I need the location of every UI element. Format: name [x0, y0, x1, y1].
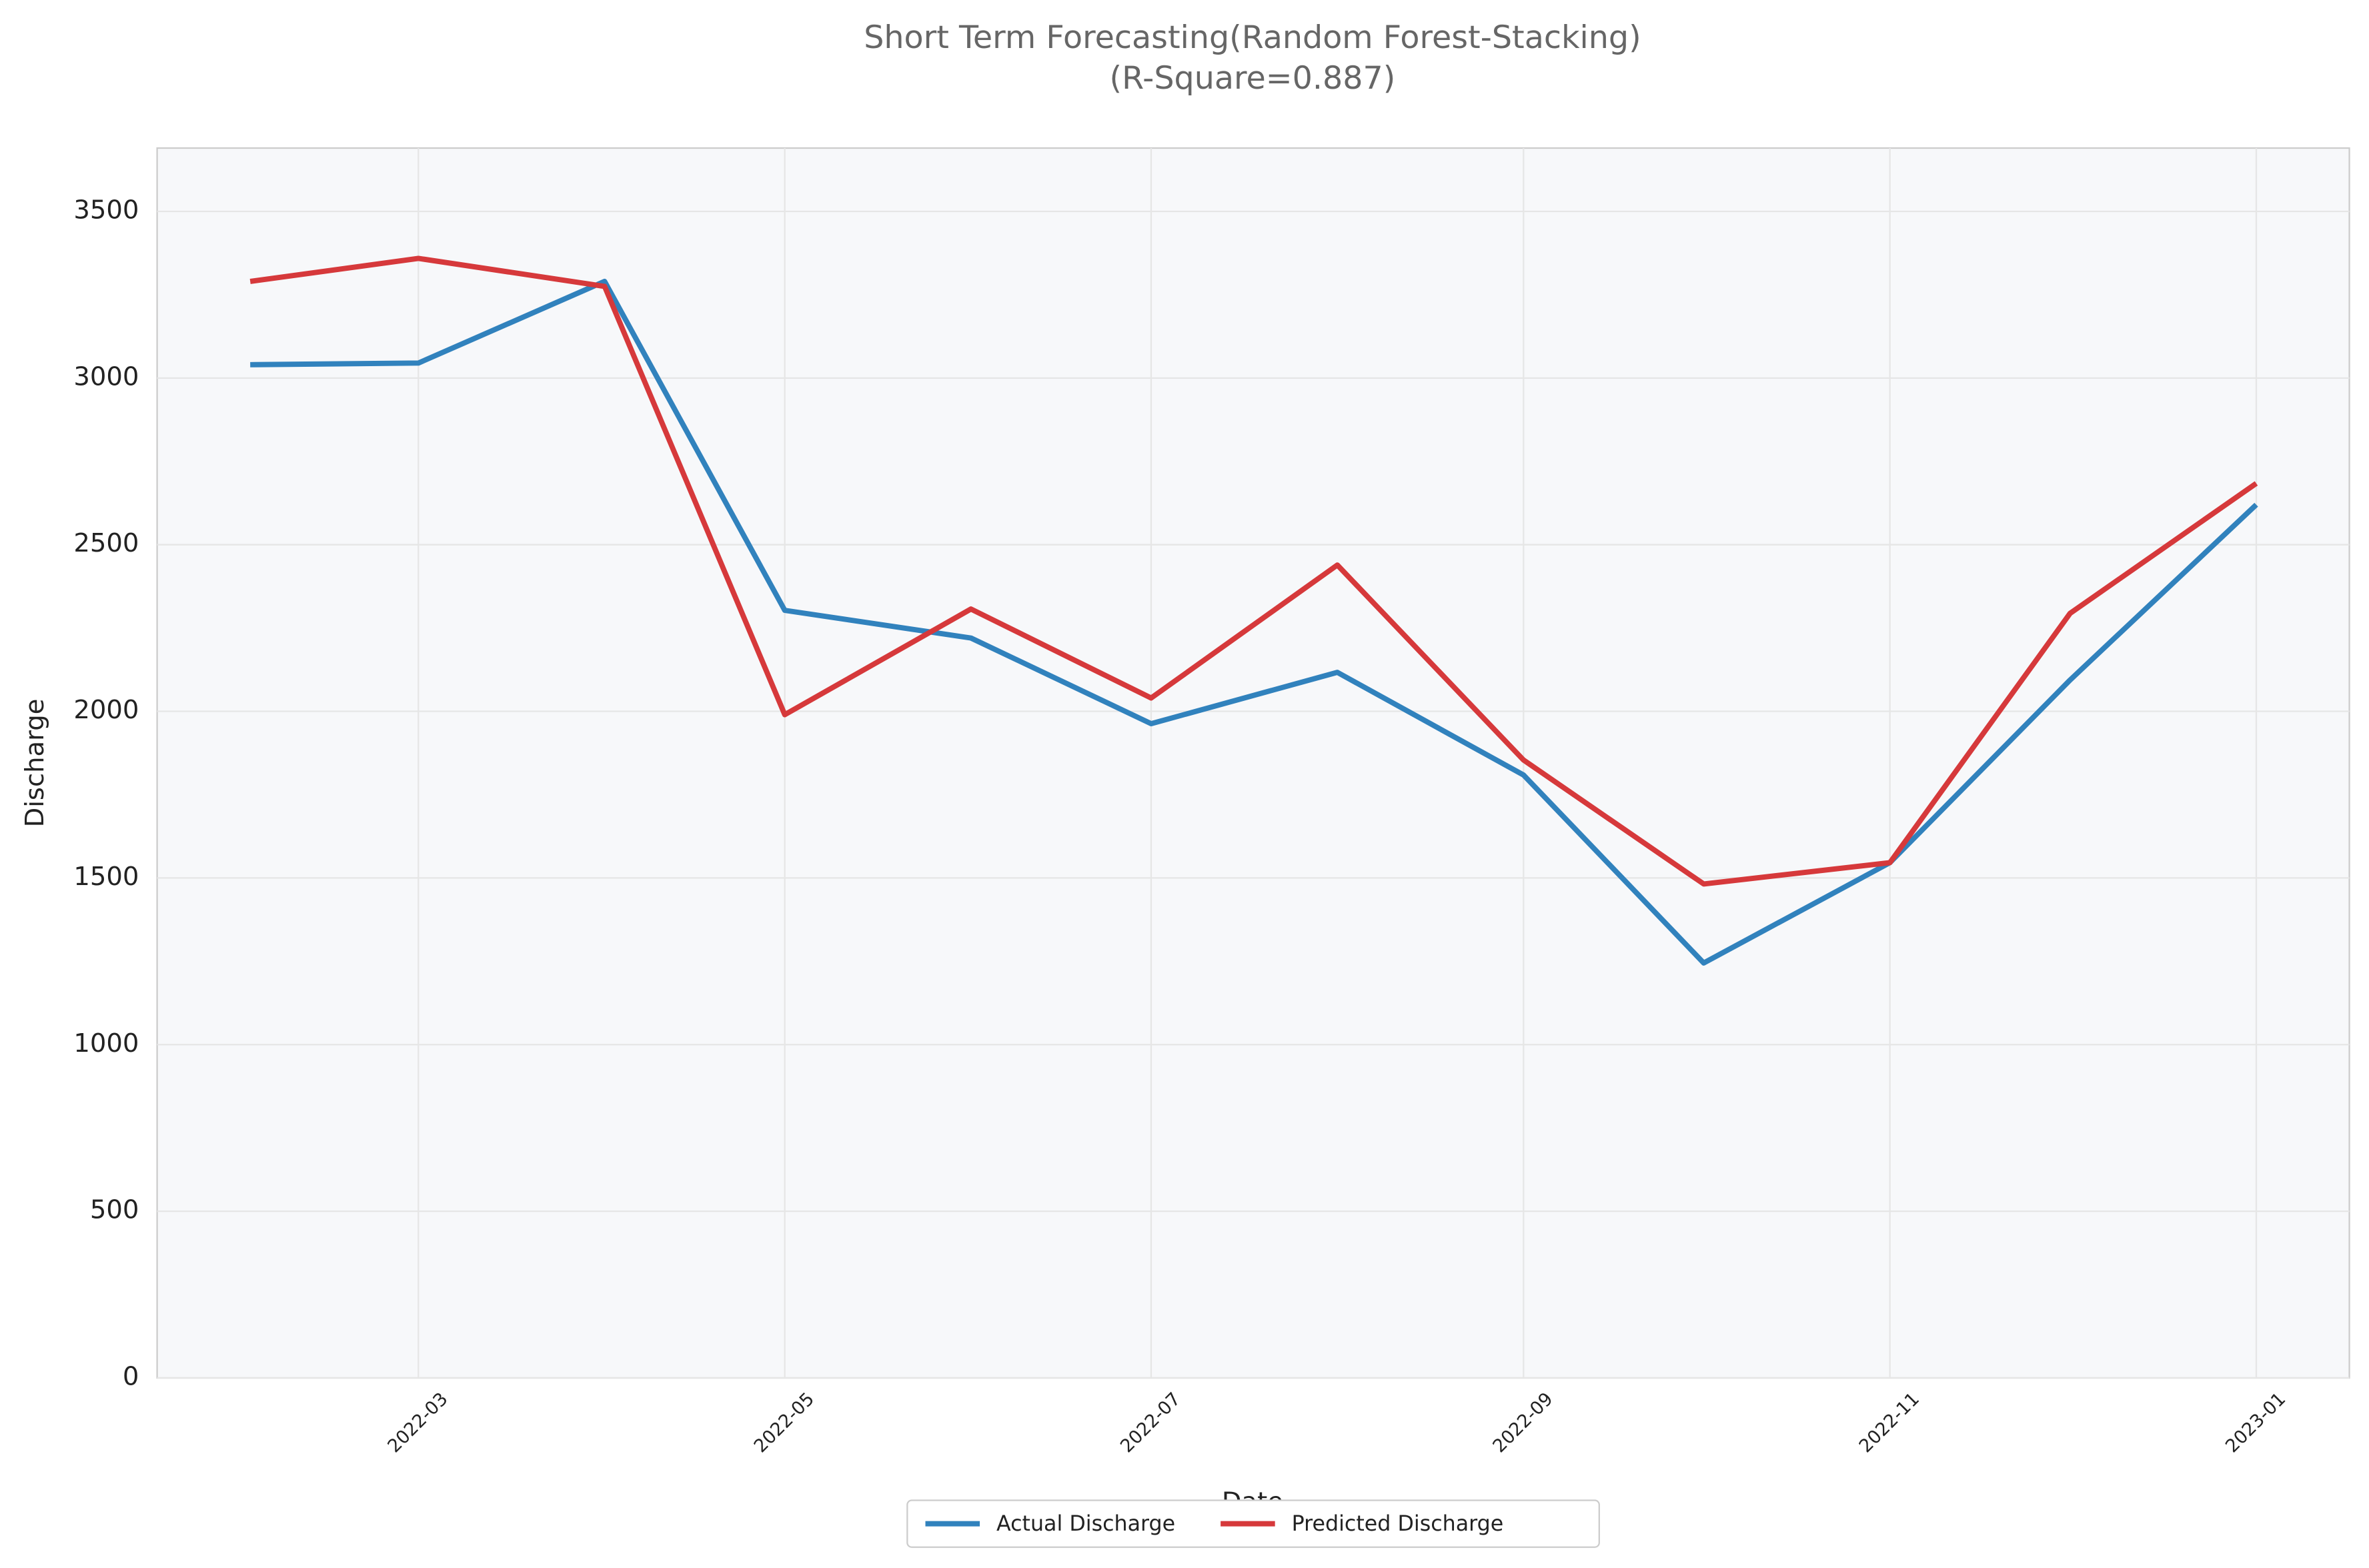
y-tick-label: 2500	[73, 528, 139, 558]
y-axis-label: Discharge	[20, 699, 50, 828]
chart-subtitle: (R-Square=0.887)	[1110, 60, 1396, 97]
chart-title: Short Term Forecasting(Random Forest-Sta…	[864, 19, 1641, 56]
x-tick-label: 2022-07	[1116, 1389, 1184, 1457]
x-tick-label: 2022-11	[1855, 1389, 1923, 1457]
x-tick-label: 2022-03	[384, 1389, 452, 1457]
x-tick-label: 2023-01	[2222, 1389, 2290, 1457]
plot-area	[156, 147, 2350, 1379]
series-line	[250, 278, 2258, 966]
y-tick-label: 1000	[73, 1028, 139, 1058]
y-tick-label: 0	[123, 1362, 139, 1392]
legend-label: Actual Discharge	[996, 1512, 1175, 1536]
legend: Actual Discharge Predicted Discharge	[906, 1499, 1600, 1548]
legend-label: Predicted Discharge	[1292, 1512, 1504, 1536]
y-tick-label: 2000	[73, 695, 139, 725]
y-tick-label: 3500	[73, 195, 139, 225]
x-tick-label: 2022-09	[1489, 1389, 1557, 1457]
series-line	[249, 255, 2258, 887]
y-tick-label: 500	[90, 1195, 139, 1225]
y-tick-label: 1500	[73, 862, 139, 892]
x-tick-label: 2022-05	[750, 1389, 818, 1457]
y-tick-label: 3000	[73, 361, 139, 391]
